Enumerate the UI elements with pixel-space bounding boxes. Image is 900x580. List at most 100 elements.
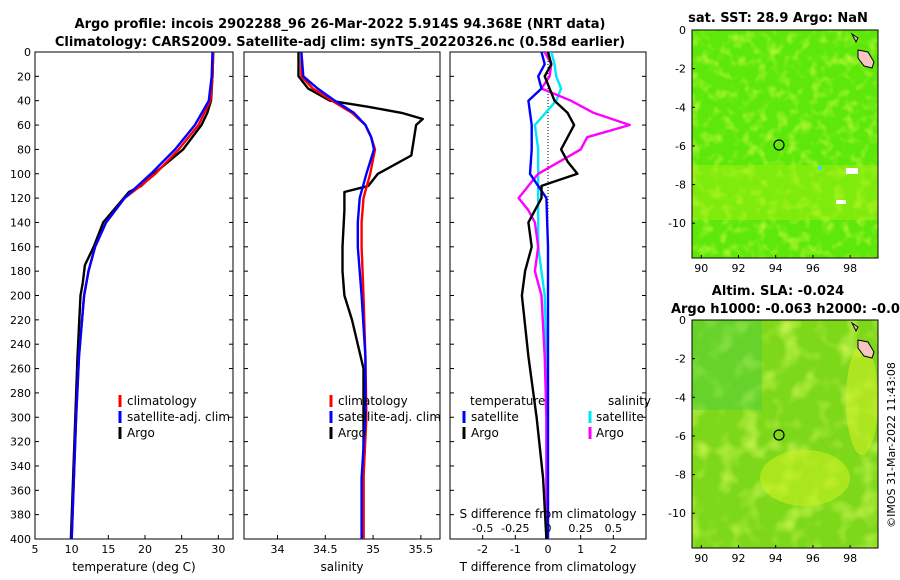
y-tick-label: 280 — [10, 387, 31, 400]
island-outline — [850, 321, 859, 333]
sst-cloud-patch — [836, 200, 846, 204]
y-tick-label: 260 — [10, 363, 31, 376]
sla-map-title-line1: Altim. SLA: -0.024 — [712, 284, 844, 299]
salinity-legend: climatology satellite-adj. clim Argo — [329, 394, 441, 440]
difference-ticks: -2 -1 0 1 2 — [450, 51, 646, 556]
map-x-tick-label: 90 — [694, 552, 708, 565]
y-tick-label: 380 — [10, 509, 31, 522]
y-tick-label: 100 — [10, 168, 31, 181]
sst-map-frame — [691, 29, 879, 259]
sla-high-patch — [760, 450, 850, 506]
x-tick-label: 10 — [65, 543, 79, 556]
sla-map-ticks: 90 92 94 96 98 0 -2 -4 -6 -8 -10 — [668, 314, 857, 565]
difference-lines — [517, 52, 631, 539]
x-tick-label: 5 — [32, 543, 39, 556]
map-x-tick-label: 96 — [806, 262, 820, 275]
sla-low-patch — [692, 320, 762, 410]
y-tick-label: 40 — [17, 95, 31, 108]
y-tick-label: 340 — [10, 460, 31, 473]
map-y-tick-label: -2 — [675, 63, 686, 76]
map-x-tick-label: 94 — [769, 552, 783, 565]
island-outline — [850, 32, 859, 44]
sst-map-ticks: 90 92 94 96 98 0 -2 -4 -6 -8 -10 — [668, 24, 857, 275]
temperature-ticks: 5 10 15 20 25 3002040608010012014016018020022… — [10, 46, 233, 556]
top-x-tick-label: 0.5 — [605, 522, 623, 535]
series-line-argo — [297, 52, 424, 539]
island-outline — [857, 339, 875, 359]
sla-map-frame — [691, 319, 879, 549]
island-outline — [857, 49, 875, 69]
sst-map-title: sat. SST: 28.9 Argo: NaN — [688, 11, 868, 26]
x-tick-label: 35 — [366, 543, 380, 556]
y-tick-label: 400 — [10, 533, 31, 546]
sst-cloud-patch — [818, 166, 822, 170]
map-x-tick-label: 94 — [769, 262, 783, 275]
x-tick-label: -1 — [510, 543, 521, 556]
top-x-tick-label: 0.25 — [568, 522, 593, 535]
temperature-lines — [69, 52, 215, 539]
figure-title-line1: Argo profile: incois 2902288_96 26-Mar-2… — [75, 17, 606, 32]
map-y-tick-label: -4 — [675, 101, 686, 114]
sst-map-texture — [692, 30, 878, 258]
y-tick-label: 0 — [24, 46, 31, 59]
map-y-tick-label: 0 — [679, 314, 686, 327]
map-x-tick-label: 98 — [843, 262, 857, 275]
salinity-xlabel: salinity — [320, 560, 363, 574]
imos-watermark: ©IMOS 31-Mar-2022 11:43:08 — [885, 362, 898, 528]
legend-t-satellite-label: satellite — [471, 410, 519, 424]
salinity-panel: 34 34.5 35 35.5 salinity climatology satell… — [243, 51, 441, 574]
y-tick-label: 120 — [10, 192, 31, 205]
temperature-panel: 5 10 15 20 25 3002040608010012014016018020022… — [10, 46, 234, 574]
temperature-legend: climatology satellite-adj. clim Argo — [118, 394, 230, 440]
x-tick-label: 30 — [211, 543, 225, 556]
difference-panel: -2 -1 0 1 2 T difference from climatology S … — [449, 51, 651, 574]
map-x-tick-label: 90 — [694, 262, 708, 275]
difference-top-xlabel: S difference from climatology — [460, 507, 637, 521]
x-tick-label: -2 — [477, 543, 488, 556]
map-y-tick-label: -10 — [668, 507, 686, 520]
temperature-xlabel: temperature (deg C) — [72, 560, 195, 574]
map-y-tick-label: -2 — [675, 353, 686, 366]
y-tick-label: 60 — [17, 119, 31, 132]
temperature-difference-legend: temperature satellite Argo — [462, 394, 545, 440]
top-x-tick-label: 0 — [545, 522, 552, 535]
salinity-difference-legend: salinity satellite Argo — [588, 394, 651, 440]
y-tick-label: 360 — [10, 484, 31, 497]
salinity-difference-ticks: -0.5 -0.25 0 0.25 0.5 — [472, 522, 622, 535]
legend-satellite-label: satellite-adj. clim — [127, 410, 230, 424]
salinity-lines — [297, 52, 424, 539]
sst-map-warm-band — [692, 165, 878, 220]
x-tick-label: 34.5 — [313, 543, 338, 556]
sst-cloud-patch — [846, 168, 858, 174]
x-tick-label: 34 — [270, 543, 284, 556]
map-x-tick-label: 96 — [806, 552, 820, 565]
y-tick-label: 240 — [10, 338, 31, 351]
y-tick-label: 180 — [10, 265, 31, 278]
figure-title-line2: Climatology: CARS2009. Satellite-adj cli… — [55, 35, 625, 50]
map-x-tick-label: 92 — [732, 262, 746, 275]
map-y-tick-label: -6 — [675, 140, 686, 153]
legend-climatology-label: climatology — [127, 394, 197, 408]
series-line-t-satellite — [527, 52, 550, 539]
y-tick-label: 160 — [10, 241, 31, 254]
legend-argo-label: Argo — [338, 426, 366, 440]
salinity-axes-box — [243, 51, 441, 540]
argo-location-marker — [773, 139, 785, 151]
legend-title-temperature: temperature — [470, 394, 545, 408]
legend-title-salinity: salinity — [608, 394, 651, 408]
map-y-tick-label: -4 — [675, 391, 686, 404]
y-tick-label: 320 — [10, 436, 31, 449]
top-x-tick-label: -0.25 — [501, 522, 529, 535]
x-tick-label: 20 — [138, 543, 152, 556]
sst-map: sat. SST: 28.9 Argo: NaN 90 92 94 96 98 0 -2 -4… — [668, 11, 879, 275]
series-line-t-argo — [520, 52, 579, 539]
y-tick-label: 140 — [10, 216, 31, 229]
y-tick-label: 20 — [17, 70, 31, 83]
x-tick-label: 0 — [545, 543, 552, 556]
map-y-tick-label: -8 — [675, 469, 686, 482]
x-tick-label: 2 — [610, 543, 617, 556]
x-tick-label: 25 — [175, 543, 189, 556]
legend-satellite-label: satellite-adj. clim — [338, 410, 441, 424]
y-tick-label: 80 — [17, 143, 31, 156]
